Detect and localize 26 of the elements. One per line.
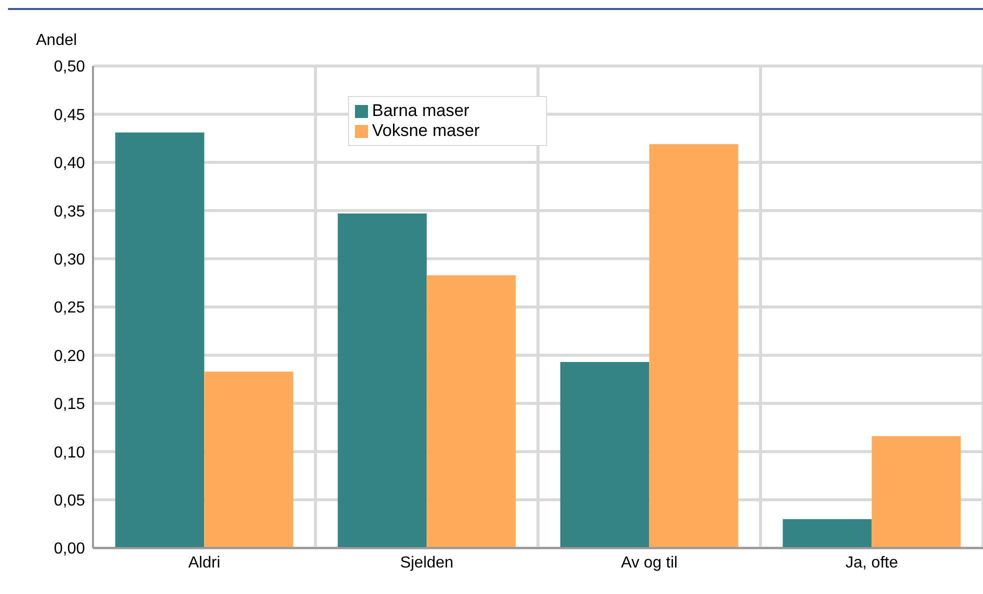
y-tick-label: 0,20 [54, 348, 86, 365]
bar [204, 372, 294, 548]
bar [782, 519, 872, 548]
x-tick-label: Aldri [188, 554, 220, 572]
bar [560, 362, 650, 548]
legend-label: Voksne maser [372, 121, 480, 140]
y-tick-label: 0,30 [54, 251, 86, 268]
x-tick-label: Sjelden [400, 554, 454, 572]
y-tick-label: 0,05 [54, 492, 86, 510]
y-tick-label: 0,35 [54, 203, 86, 220]
y-tick-label: 0,10 [54, 444, 86, 462]
y-tick-label: 0,15 [54, 396, 86, 414]
y-tick-label: 0,00 [54, 540, 86, 558]
y-axis-title: Andel [36, 32, 77, 50]
bar [426, 275, 516, 548]
bar [872, 436, 961, 548]
bar [649, 144, 738, 548]
y-tick-label: 0,45 [54, 106, 86, 124]
bar [338, 213, 427, 548]
bar [115, 132, 204, 548]
y-tick-label: 0,50 [54, 58, 86, 76]
x-tick-label: Ja, ofte [846, 554, 898, 572]
x-tick-label: Av og til [620, 554, 678, 572]
legend-label: Barna maser [372, 101, 470, 120]
y-tick-label: 0,40 [54, 155, 86, 172]
y-tick-label: 0,25 [54, 300, 86, 317]
